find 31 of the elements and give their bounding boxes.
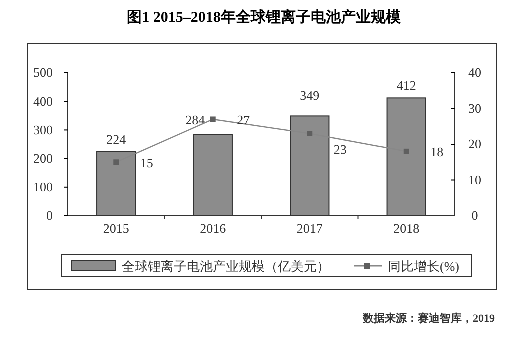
data-label: 15 [140, 155, 154, 170]
x-tick-label: 2017 [296, 221, 324, 236]
x-tick-label: 2016 [200, 221, 227, 236]
chart-title: 图1 2015–2018年全球锂离子电池产业规模 [127, 8, 402, 26]
data-label: 27 [237, 112, 251, 128]
x-tick-label: 2015 [103, 221, 130, 236]
data-label: 412 [396, 78, 416, 94]
y2-tick-label: 20 [468, 136, 482, 152]
data-label: 23 [334, 142, 347, 157]
y-tick-label: 100 [34, 180, 53, 195]
data-label: 224 [106, 132, 127, 147]
point [307, 131, 313, 137]
y-tick-label: 0 [46, 208, 53, 224]
y2-tick-label: 0 [472, 208, 478, 224]
y2-tick-label: 10 [468, 172, 482, 188]
point [210, 116, 216, 122]
legend-label: 全球锂离子电池产业规模（亿美元） [122, 259, 330, 274]
source-note: 数据来源：赛迪智库，2019 [362, 312, 496, 325]
y2-tick-label: 30 [468, 100, 482, 116]
legend-label: 同比增长(%) [388, 259, 460, 274]
data-label: 18 [430, 144, 444, 160]
y-tick-label: 400 [34, 94, 53, 109]
y-tick-label: 200 [34, 150, 53, 166]
data-label: 349 [300, 88, 320, 104]
data-label: 284 [186, 112, 206, 128]
x-tick-label: 2018 [394, 221, 420, 236]
y-tick-label: 300 [34, 122, 53, 138]
point [404, 148, 410, 154]
y-tick-label: 500 [34, 65, 53, 80]
y2-tick-label: 40 [468, 65, 482, 80]
point [114, 160, 120, 166]
